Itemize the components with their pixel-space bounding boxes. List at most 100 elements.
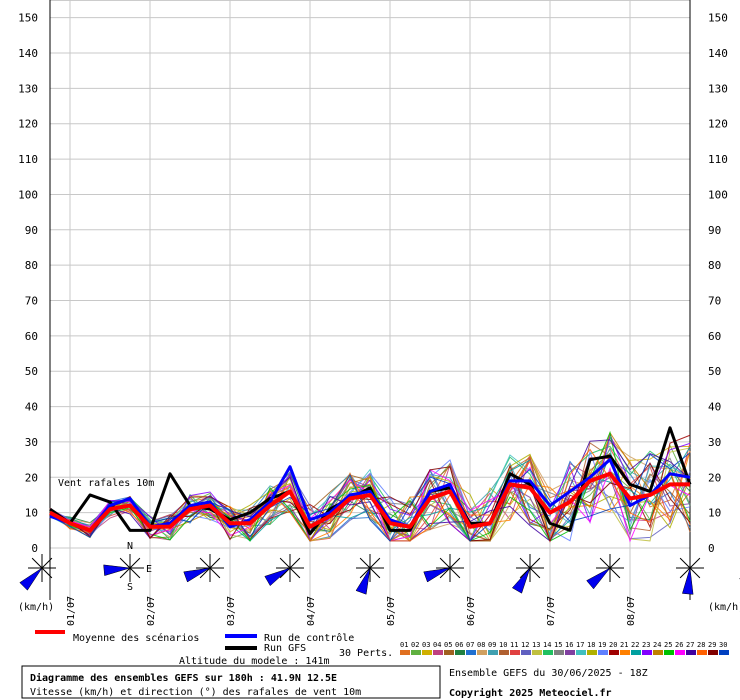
- wind-rose-spoke: [679, 567, 691, 579]
- y-tick-label-right: 120: [708, 118, 728, 131]
- y-tick-label-left: 20: [25, 471, 38, 484]
- member-legend-id: 28: [697, 641, 705, 649]
- y-tick-label-right: 20: [708, 471, 721, 484]
- member-legend-swatch: [455, 650, 465, 655]
- compass-s: S: [127, 582, 133, 593]
- member-legend-id: 06: [455, 641, 463, 649]
- member-legend-swatch: [543, 650, 553, 655]
- member-legend-swatch: [400, 650, 410, 655]
- wind-direction-wedge: [511, 567, 531, 594]
- wind-rose: [19, 554, 56, 591]
- y-tick-label-right: 30: [708, 436, 721, 449]
- member-legend-swatch: [719, 650, 729, 655]
- wind-rose-spoke: [439, 567, 451, 579]
- wind-rose-spoke: [279, 557, 291, 569]
- x-tick-label: 06/07: [466, 596, 477, 626]
- member-legend-swatch: [609, 650, 619, 655]
- wind-direction-wedge: [183, 567, 211, 583]
- member-legend-id: 24: [653, 641, 661, 649]
- y-tick-label-right: 0: [708, 542, 715, 555]
- wind-direction-wedge: [19, 567, 43, 591]
- member-legend-id: 26: [675, 641, 683, 649]
- unit-label-left: (km/h): [18, 602, 54, 613]
- member-legend: 01 02 03 04 05 06 07 08 09 10 11 12 13 14 15 16 17 18 19 20…: [400, 641, 729, 655]
- plot-frame: [49, 0, 691, 549]
- member-legend-id: 11: [510, 641, 518, 649]
- wind-rose: [511, 554, 544, 594]
- member-legend-id: 01: [400, 641, 408, 649]
- wind-rose-spoke: [609, 557, 621, 569]
- y-tick-label-right: 110: [708, 153, 728, 166]
- member-legend-id: 25: [664, 641, 672, 649]
- y-tick-label-right: 60: [708, 330, 721, 343]
- y-axis-left: 0 10 20 30 40 50 60 70 80 90 100 110 120 130 140 150: [18, 12, 38, 555]
- wind-rose-spoke: [129, 567, 141, 579]
- chart-grid: [49, 0, 691, 600]
- wind-rose-spoke: [449, 557, 461, 569]
- member-legend-id: 05: [444, 641, 452, 649]
- member-line-29: [49, 462, 691, 543]
- member-legend-id: 23: [642, 641, 650, 649]
- wind-direction-wedge: [264, 567, 291, 587]
- member-legend-id: 04: [433, 641, 441, 649]
- wind-rose-spoke: [289, 567, 301, 579]
- wind-rose-spoke: [599, 557, 611, 569]
- legend-swatch-control: [225, 634, 257, 638]
- member-legend-swatch: [554, 650, 564, 655]
- member-legend-id: 07: [466, 641, 474, 649]
- footer-box: [21, 665, 441, 699]
- member-legend-id: 14: [543, 641, 551, 649]
- legend-label-mean: Moyenne des scénarios: [73, 632, 199, 644]
- wind-rose-spoke: [609, 567, 621, 579]
- member-legend-swatch: [664, 650, 674, 655]
- member-legend-swatch: [642, 650, 652, 655]
- wind-rose: [183, 554, 224, 583]
- altitude-label: Altitude du modele : 141m: [179, 656, 330, 667]
- y-tick-label-left: 30: [25, 436, 38, 449]
- x-tick-label: 08/07: [626, 596, 637, 626]
- wind-direction-strip: N S E: [19, 541, 740, 595]
- y-tick-label-left: 70: [25, 295, 38, 308]
- member-legend-swatch: [488, 650, 498, 655]
- member-legend-id: 30: [719, 641, 727, 649]
- compass-e: E: [146, 564, 152, 575]
- wind-direction-wedge: [682, 567, 694, 595]
- wind-rose: [676, 554, 704, 595]
- wind-rose-spoke: [359, 557, 371, 569]
- wind-direction-wedge: [586, 567, 611, 590]
- wind-direction-wedge: [355, 567, 371, 595]
- wind-direction-wedge: [103, 564, 131, 576]
- y-tick-label-left: 140: [18, 47, 38, 60]
- member-legend-swatch: [433, 650, 443, 655]
- compass-n: N: [127, 541, 133, 552]
- y-tick-label-left: 80: [25, 259, 38, 272]
- member-legend-id: 29: [708, 641, 716, 649]
- wind-rose-spoke: [31, 557, 43, 569]
- member-legend-swatch: [587, 650, 597, 655]
- y-tick-label-right: 40: [708, 401, 721, 414]
- unit-label-right: (km/h): [708, 602, 740, 613]
- x-tick-label: 04/07: [306, 596, 317, 626]
- wind-rose: N S E: [103, 541, 152, 593]
- member-legend-swatch: [708, 650, 718, 655]
- y-tick-label-left: 60: [25, 330, 38, 343]
- member-legend-swatch: [411, 650, 421, 655]
- y-tick-label-right: 100: [708, 188, 728, 201]
- chart-annotation: Vent rafales 10m: [58, 478, 154, 489]
- wind-rose-spoke: [439, 557, 451, 569]
- x-tick-label: 05/07: [386, 596, 397, 626]
- footer-copyright: Copyright 2025 Meteociel.fr: [449, 687, 612, 699]
- member-legend-id: 03: [422, 641, 430, 649]
- wind-rose-spoke: [689, 557, 701, 569]
- y-tick-label-left: 90: [25, 224, 38, 237]
- member-legend-id: 18: [587, 641, 595, 649]
- member-legend-swatch: [477, 650, 487, 655]
- wind-rose: [586, 554, 624, 590]
- wind-rose-spoke: [449, 567, 461, 579]
- legend-swatch-gfs: [225, 646, 257, 650]
- member-legend-swatch: [686, 650, 696, 655]
- member-legend-swatch: [466, 650, 476, 655]
- member-line-27: [49, 439, 691, 542]
- y-tick-label-left: 40: [25, 401, 38, 414]
